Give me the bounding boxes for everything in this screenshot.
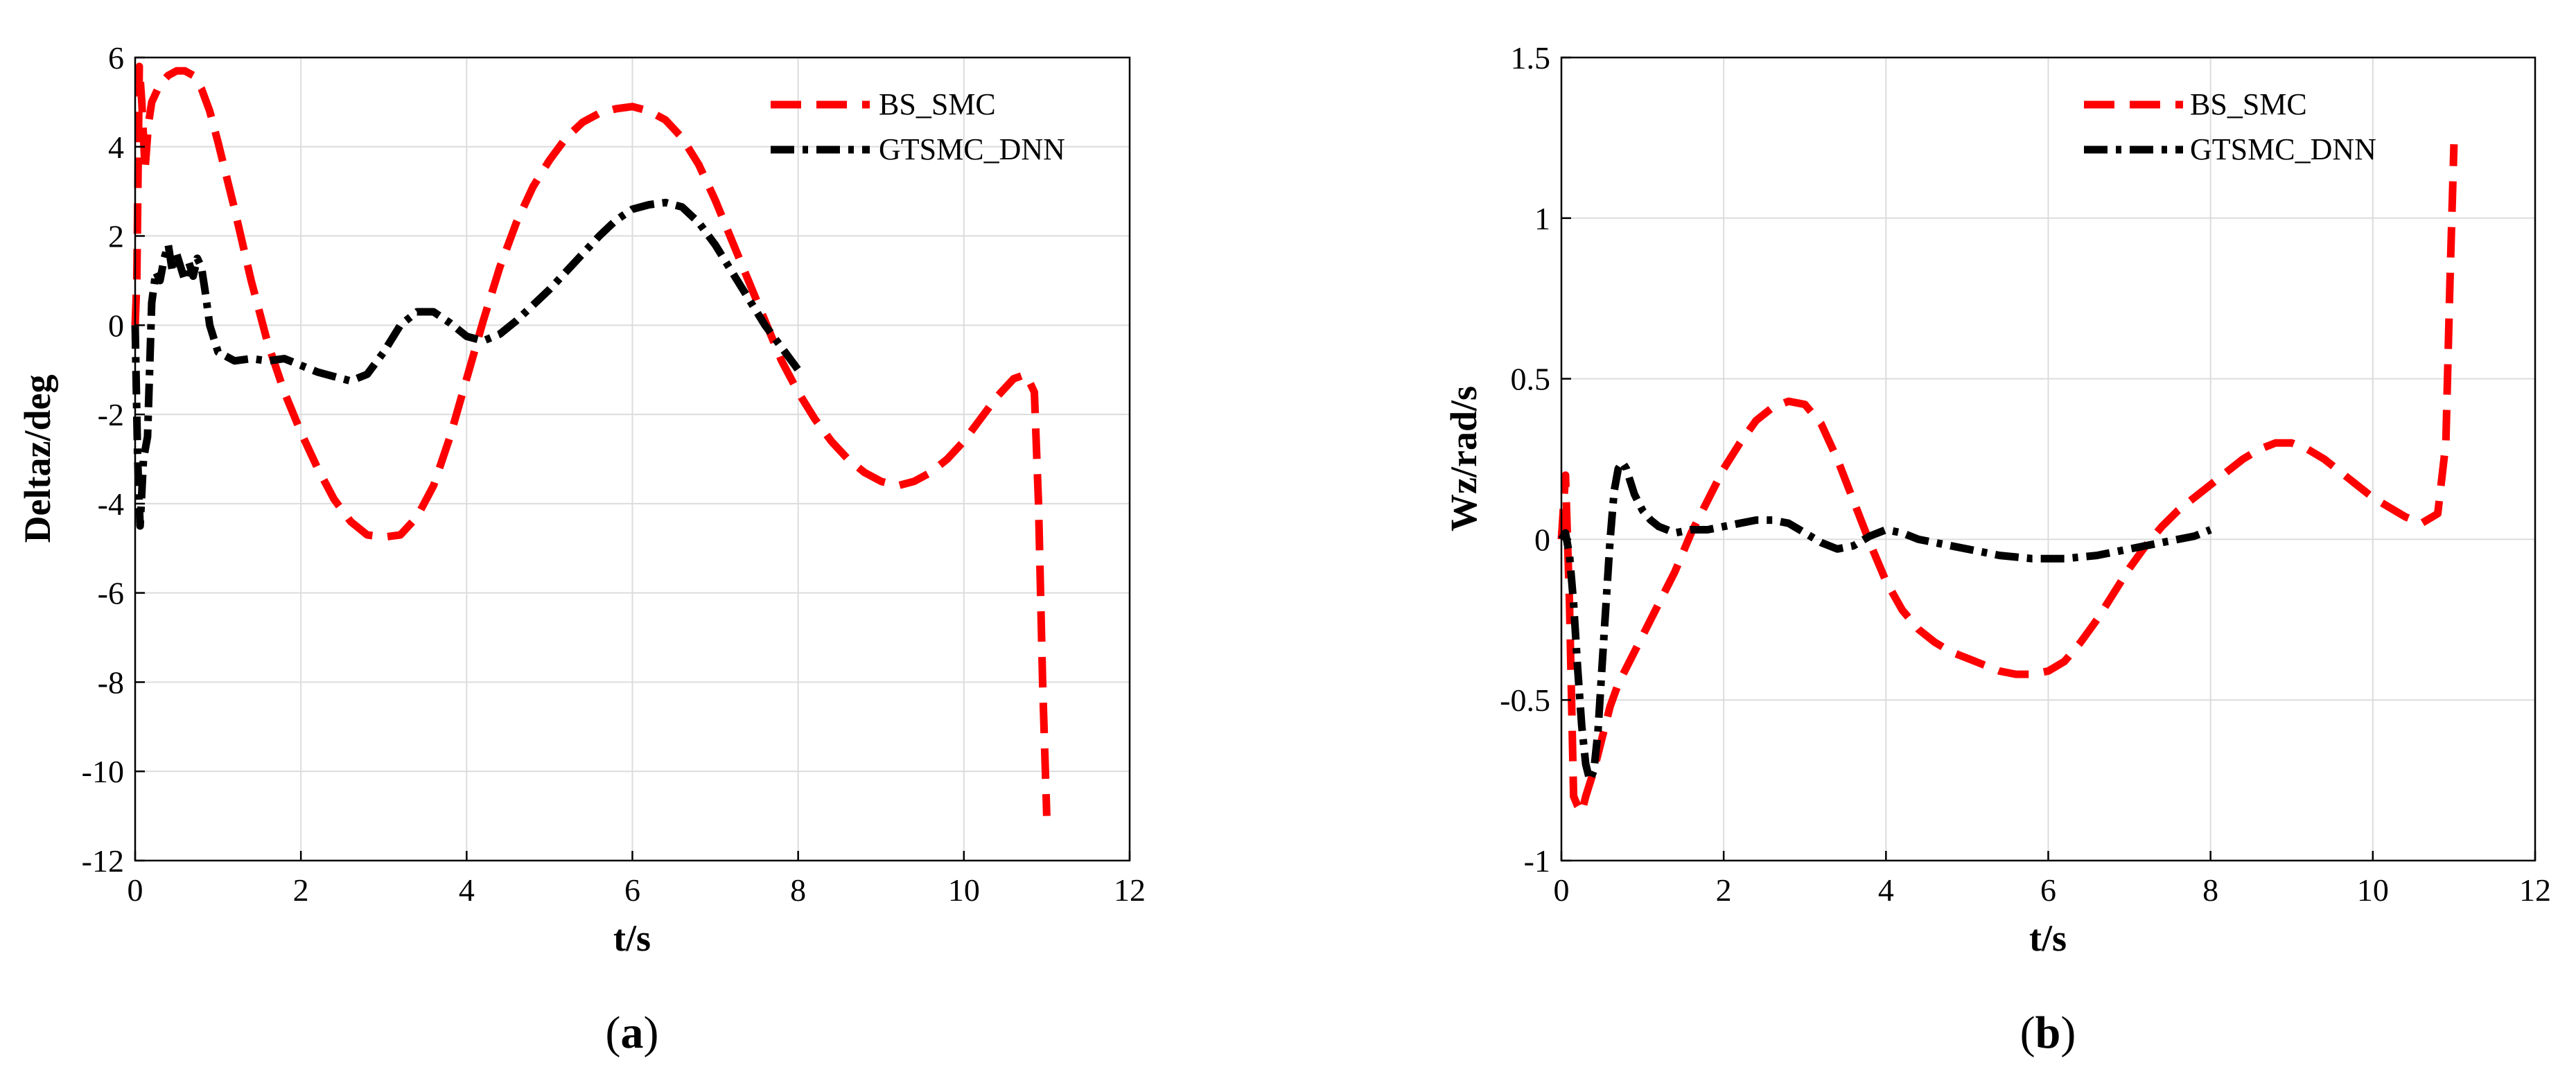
- x-tick-label: 4: [1878, 872, 1894, 908]
- series-layer: [1557, 144, 2458, 816]
- y-tick-label: 6: [108, 40, 124, 76]
- x-axis-label: t/s: [613, 917, 651, 959]
- x-tick-label: 6: [2040, 872, 2056, 908]
- series-line-bs-smc: [131, 62, 1051, 816]
- y-tick-label: -6: [98, 576, 124, 611]
- x-tick-label: 0: [128, 872, 143, 908]
- series-line-bs-smc: [1557, 144, 2458, 816]
- caption-b: (b): [2020, 1007, 2076, 1058]
- y-tick-label: 2: [108, 219, 124, 254]
- y-tick-label: -8: [98, 664, 124, 700]
- caption-letter: b: [2035, 1007, 2061, 1058]
- x-tick-label: 6: [624, 872, 640, 908]
- y-axis-label: Deltaz/deg: [17, 375, 58, 543]
- x-tick-labels: 0 2 4 6 8 10 12: [1554, 851, 2551, 908]
- y-tick-label: 1: [1534, 201, 1550, 236]
- y-tick-label: -4: [98, 486, 124, 522]
- y-tick-label: 1.5: [1511, 40, 1551, 76]
- caption-close: ): [644, 1007, 659, 1058]
- x-tick-label: 8: [2202, 872, 2218, 908]
- y-tick-label: -0.5: [1500, 683, 1550, 718]
- legend: BS_SMC GTSMC_DNN: [2084, 87, 2376, 166]
- y-tick-label: -12: [82, 843, 124, 879]
- y-tick-labels: -12 -10 -8 -6 -4 -2 0 2 4 6: [82, 40, 145, 879]
- y-tick-label: 0: [108, 308, 124, 343]
- legend: BS_SMC GTSMC_DNN: [771, 87, 1065, 166]
- legend-label-gtsmc-dnn: GTSMC_DNN: [879, 132, 1065, 166]
- y-axis-label: Wz/rad/s: [1443, 386, 1484, 531]
- x-tick-label: 10: [2357, 872, 2389, 908]
- series-line-gtsmc-dnn: [1558, 458, 2212, 784]
- y-tick-label: 0: [1534, 522, 1550, 557]
- x-axis-label: t/s: [2029, 917, 2067, 959]
- y-tick-label: -1: [1524, 843, 1550, 879]
- x-tick-label: 4: [459, 872, 475, 908]
- legend-label-bs-smc: BS_SMC: [879, 87, 996, 121]
- legend-label-bs-smc: BS_SMC: [2190, 87, 2307, 121]
- caption-close: ): [2060, 1007, 2076, 1058]
- panel-a: 0 2 4 6 8 10 12 -12 -10 -8 -6 -4 -2 0 2 4 6 t/s Deltaz/…: [17, 40, 1146, 1058]
- x-tick-label: 0: [1554, 872, 1570, 908]
- y-tick-labels: -1 -0.5 0 0.5 1 1.5: [1500, 40, 1571, 879]
- y-tick-label: 4: [108, 130, 124, 165]
- series-layer: [131, 62, 1051, 816]
- legend-label-gtsmc-dnn: GTSMC_DNN: [2190, 132, 2376, 166]
- x-tick-label: 8: [790, 872, 806, 908]
- y-tick-label: -2: [98, 397, 124, 432]
- y-tick-label: 0.5: [1511, 362, 1551, 397]
- x-tick-label: 2: [293, 872, 309, 908]
- x-tick-label: 12: [1114, 872, 1146, 908]
- panel-b: 0 2 4 6 8 10 12 -1 -0.5 0 0.5 1 1.5 t/s Wz/rad/s BS…: [1443, 40, 2551, 1058]
- caption-open: (: [2020, 1007, 2035, 1058]
- x-tick-label: 2: [1716, 872, 1732, 908]
- x-tick-labels: 0 2 4 6 8 10 12: [128, 851, 1146, 908]
- caption-a: (a): [606, 1007, 659, 1058]
- x-tick-label: 10: [948, 872, 980, 908]
- caption-letter: a: [621, 1007, 644, 1058]
- caption-open: (: [606, 1007, 621, 1058]
- series-line-gtsmc-dnn: [131, 198, 802, 530]
- x-tick-label: 12: [2519, 872, 2551, 908]
- y-tick-label: -10: [82, 754, 124, 789]
